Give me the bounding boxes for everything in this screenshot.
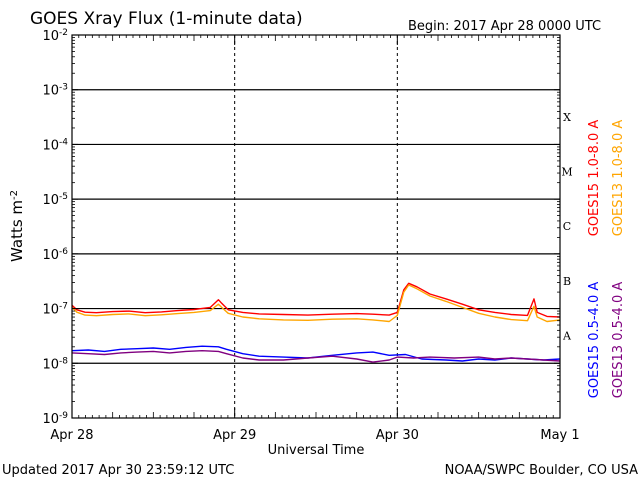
y-axis-label: Watts m-2 xyxy=(8,190,26,262)
series-lines xyxy=(71,282,561,363)
y-tick-label: 10-4 xyxy=(42,137,68,153)
legend-label: GOES15 0.5-4.0 A xyxy=(587,282,602,399)
updated-timestamp: Updated 2017 Apr 30 23:59:12 UTC xyxy=(2,463,234,478)
legend: GOES15 1.0-8.0 A GOES13 1.0-8.0 A GOES15 0… xyxy=(587,120,626,399)
y-tick-label: 10-5 xyxy=(42,192,68,208)
x-tick-label: Apr 28 xyxy=(50,428,93,443)
x-tick-label: Apr 30 xyxy=(376,428,419,443)
legend-label: GOES15 1.0-8.0 A xyxy=(587,120,602,237)
x-tick-label: Apr 29 xyxy=(213,428,256,443)
gridlines xyxy=(72,35,560,418)
flare-class-label: M xyxy=(561,166,572,179)
y-tick-label: 10-8 xyxy=(42,356,68,372)
series-line xyxy=(71,350,561,363)
credit-label: NOAA/SWPC Boulder, CO USA xyxy=(445,463,638,478)
begin-label: Begin: 2017 Apr 28 0000 UTC xyxy=(408,19,601,34)
y-tick-label: 10-3 xyxy=(42,83,68,99)
y-tick-label: 10-6 xyxy=(42,247,68,263)
axes: 10-9 10-8 10-7 10-6 10-5 10-4 10-3 10-2 Apr 28 Ap… xyxy=(42,28,579,443)
y-tick-label: 10-2 xyxy=(42,28,68,44)
series-line xyxy=(71,282,561,318)
legend-label: GOES13 0.5-4.0 A xyxy=(611,282,626,399)
chart-title: GOES Xray Flux (1-minute data) xyxy=(30,9,303,29)
flare-class-label: X xyxy=(563,111,571,124)
legend-label: GOES13 1.0-8.0 A xyxy=(611,120,626,237)
x-axis-label: Universal Time xyxy=(268,443,365,458)
y-tick-label: 10-7 xyxy=(42,302,68,318)
flare-class-label: B xyxy=(563,275,571,288)
y-tick-label: 10-9 xyxy=(42,411,68,427)
series-line xyxy=(71,284,561,323)
flare-class-label: A xyxy=(562,330,572,343)
flare-class-label: C xyxy=(563,220,571,233)
plot-frame xyxy=(71,34,561,419)
x-tick-label: May 1 xyxy=(540,428,579,443)
